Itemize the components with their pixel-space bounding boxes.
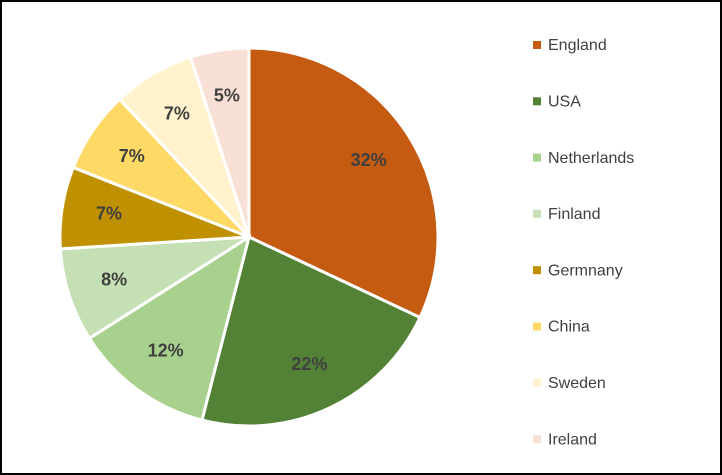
data-label: 7%: [164, 104, 190, 124]
legend-marker: [533, 435, 541, 444]
legend-marker: [533, 266, 541, 275]
legend-label: England: [548, 37, 607, 54]
legend-label: Ireland: [548, 431, 597, 448]
legend-label: Netherlands: [548, 150, 634, 167]
legend-marker: [533, 97, 541, 106]
data-label: 5%: [214, 86, 240, 106]
data-label: 12%: [148, 340, 184, 360]
legend-marker: [533, 322, 541, 331]
legend-label: China: [548, 319, 590, 336]
data-label: 8%: [101, 270, 127, 290]
data-label: 7%: [96, 204, 122, 224]
legend-label: USA: [548, 94, 581, 111]
data-label: 32%: [351, 150, 387, 170]
legend-label: Finland: [548, 206, 600, 223]
pie-slice: [247, 46, 440, 320]
legend-label: Sweden: [548, 375, 606, 392]
data-label: 7%: [119, 146, 145, 166]
legend-marker: [533, 153, 541, 162]
pie-slice: [200, 234, 423, 428]
pie-slice: [58, 235, 250, 341]
legend-marker: [533, 209, 541, 218]
legend-label: Germnany: [548, 262, 623, 279]
legend-marker: [533, 41, 541, 49]
pie-slice: [188, 46, 251, 238]
legend-marker: [533, 378, 541, 387]
pie-slice: [87, 233, 252, 422]
data-label: 22%: [291, 354, 327, 374]
